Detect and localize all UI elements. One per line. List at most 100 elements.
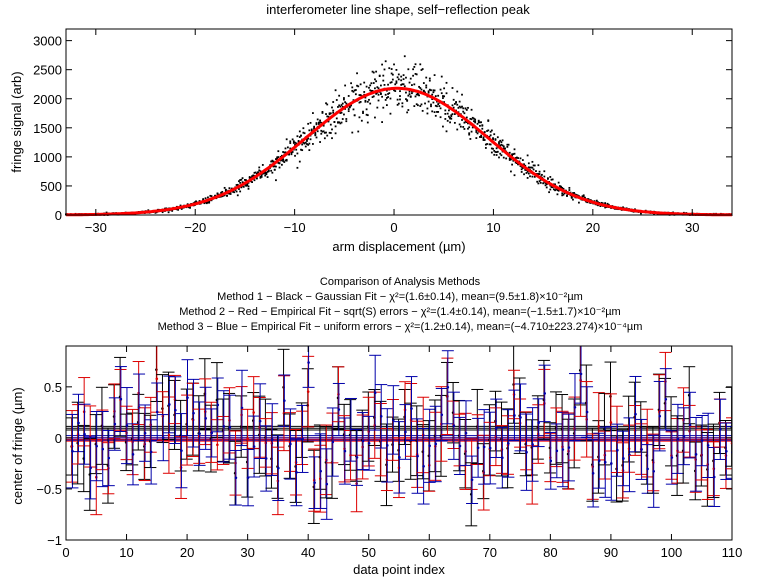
- signal-point: [533, 175, 536, 178]
- signal-point: [235, 190, 238, 193]
- signal-point: [561, 192, 564, 195]
- signal-point: [562, 187, 565, 190]
- signal-point: [495, 147, 498, 150]
- signal-point: [457, 115, 460, 117]
- fringe-center-point: [125, 424, 129, 427]
- signal-point: [283, 151, 286, 154]
- fringe-center-point: [95, 444, 98, 448]
- signal-point: [481, 124, 484, 127]
- signal-point: [412, 68, 415, 71]
- fringe-center-point: [718, 428, 722, 431]
- signal-point: [284, 151, 287, 154]
- top-plot-area: [65, 55, 733, 217]
- fringe-center-point: [343, 449, 347, 453]
- signal-point: [462, 107, 465, 110]
- signal-point: [474, 118, 477, 121]
- signal-point: [467, 122, 469, 125]
- signal-point: [353, 89, 356, 92]
- signal-point: [427, 91, 430, 94]
- signal-point: [533, 164, 536, 167]
- signal-point: [371, 70, 374, 73]
- signal-point: [463, 128, 466, 130]
- signal-point: [397, 78, 400, 81]
- signal-point: [358, 94, 361, 96]
- bottom-x-axis-label: data point index: [353, 562, 445, 577]
- signal-point: [512, 159, 515, 162]
- signal-point: [382, 74, 385, 77]
- signal-point: [320, 121, 323, 124]
- fringe-center-point: [519, 416, 522, 419]
- signal-point: [364, 99, 367, 102]
- fringe-center-point: [410, 407, 413, 410]
- signal-point: [413, 105, 416, 108]
- signal-point: [195, 200, 197, 203]
- signal-point: [443, 101, 446, 103]
- top-x-tick-label: −20: [184, 220, 206, 235]
- signal-point: [328, 131, 331, 134]
- signal-point: [271, 160, 274, 163]
- signal-point: [365, 108, 368, 111]
- signal-point: [412, 74, 415, 77]
- signal-point: [291, 151, 294, 153]
- signal-point: [483, 139, 486, 141]
- signal-point: [492, 138, 494, 141]
- signal-point: [384, 93, 387, 96]
- fringe-center-point: [634, 412, 637, 416]
- signal-point: [333, 120, 336, 123]
- signal-point: [550, 186, 553, 189]
- signal-point: [292, 140, 295, 143]
- signal-point: [308, 142, 311, 145]
- signal-point: [492, 147, 494, 150]
- signal-point: [399, 98, 401, 101]
- signal-point: [396, 98, 399, 101]
- top-y-axis-label: fringe signal (arb): [9, 71, 24, 172]
- signal-point: [498, 156, 500, 159]
- signal-point: [557, 181, 560, 184]
- signal-point: [451, 113, 454, 116]
- signal-point: [520, 168, 523, 171]
- signal-point: [295, 142, 298, 145]
- signal-point: [445, 92, 448, 95]
- signal-point: [462, 126, 465, 128]
- signal-point: [277, 162, 280, 164]
- signal-point: [245, 184, 248, 187]
- signal-point: [303, 132, 306, 135]
- signal-point: [430, 89, 432, 92]
- signal-point: [370, 82, 373, 85]
- signal-point: [521, 159, 524, 161]
- signal-point: [236, 194, 239, 197]
- signal-point: [301, 143, 304, 146]
- signal-point: [543, 170, 546, 173]
- signal-point: [500, 143, 503, 146]
- signal-point: [529, 175, 531, 178]
- signal-point: [416, 93, 419, 96]
- signal-point: [488, 143, 491, 146]
- signal-point: [529, 166, 531, 169]
- signal-point: [406, 99, 409, 102]
- signal-point: [238, 180, 240, 183]
- signal-point: [266, 176, 269, 178]
- signal-point: [479, 124, 481, 127]
- signal-point: [606, 202, 609, 205]
- bottom-axes-box: [65, 345, 733, 541]
- fringe-center-point: [246, 437, 249, 441]
- signal-point: [537, 173, 540, 175]
- fringe-center-point: [373, 391, 377, 395]
- signal-point: [437, 94, 440, 97]
- signal-point: [339, 122, 342, 125]
- signal-point: [228, 192, 231, 195]
- signal-point: [315, 123, 318, 126]
- signal-point: [358, 116, 361, 119]
- signal-point: [543, 175, 546, 178]
- signal-point: [359, 83, 362, 86]
- signal-point: [484, 147, 487, 149]
- fringe-center-point: [616, 448, 619, 452]
- signal-point: [239, 179, 242, 181]
- top-x-axis-label: arm displacement (µm): [332, 239, 465, 254]
- fringe-center-point: [549, 459, 553, 463]
- signal-point: [255, 172, 258, 175]
- fringe-center-point: [404, 430, 407, 434]
- signal-point: [524, 169, 527, 171]
- fringe-center-point: [168, 403, 171, 406]
- fringe-center-point: [306, 390, 310, 393]
